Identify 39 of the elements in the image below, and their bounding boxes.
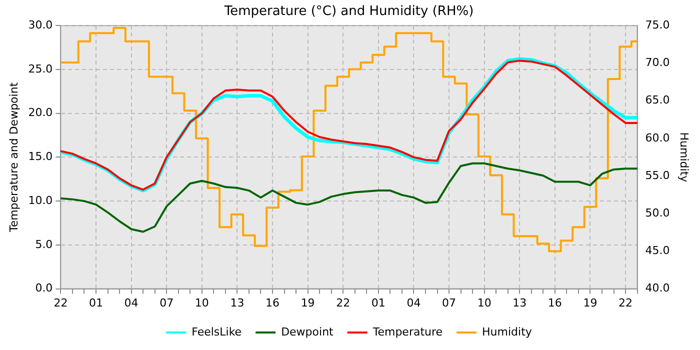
- x-tick-label: 07: [160, 296, 174, 310]
- y-tick-label: 10.0: [28, 194, 53, 207]
- x-tick-label: 10: [477, 296, 492, 310]
- x-tick-label: 19: [583, 296, 598, 310]
- x-tick-label: 22: [336, 296, 350, 310]
- x-tick-label: 04: [124, 296, 138, 310]
- x-tick-label: 01: [371, 296, 386, 310]
- y2-axis-title: Humidity: [678, 132, 691, 183]
- legend-label: FeelsLike: [192, 325, 242, 338]
- y-tick-label: 30.0: [28, 18, 53, 32]
- y-tick-label: 25.0: [28, 62, 53, 76]
- y-axis-title: Temperature and Dewpoint: [7, 82, 20, 234]
- y-tick-label: 15.0: [28, 150, 53, 164]
- x-tick-label: 10: [194, 296, 209, 310]
- x-tick-label: 01: [88, 296, 103, 310]
- y-tick-label: 0.0: [35, 282, 53, 295]
- x-tick-label: 22: [54, 296, 68, 310]
- x-tick-label: 19: [300, 296, 315, 310]
- y2-tick-label: 40.0: [645, 282, 670, 295]
- x-tick-label: 16: [548, 296, 562, 310]
- x-tick-label: 22: [618, 296, 633, 310]
- y2-tick-label: 50.0: [645, 206, 670, 220]
- x-tick-label: 04: [406, 296, 421, 310]
- y-tick-label: 20.0: [28, 106, 53, 120]
- y2-tick-label: 75.0: [645, 18, 670, 32]
- legend-label: Temperature: [372, 325, 443, 338]
- x-tick-label: 16: [266, 296, 280, 310]
- y2-tick-label: 45.0: [645, 244, 670, 258]
- legend-label: Humidity: [482, 325, 532, 338]
- x-tick-label: 07: [442, 296, 456, 310]
- x-tick-label: 13: [230, 296, 244, 310]
- chart-title: Temperature (°C) and Humidity (RH%): [223, 4, 474, 20]
- y2-tick-label: 55.0: [645, 168, 670, 182]
- y2-tick-label: 60.0: [645, 131, 670, 144]
- y-tick-label: 5.0: [35, 238, 53, 251]
- legend-label: Dewpoint: [281, 325, 334, 338]
- y2-tick-label: 65.0: [645, 94, 670, 107]
- y2-tick-label: 70.0: [645, 56, 670, 70]
- x-tick-label: 13: [512, 296, 527, 310]
